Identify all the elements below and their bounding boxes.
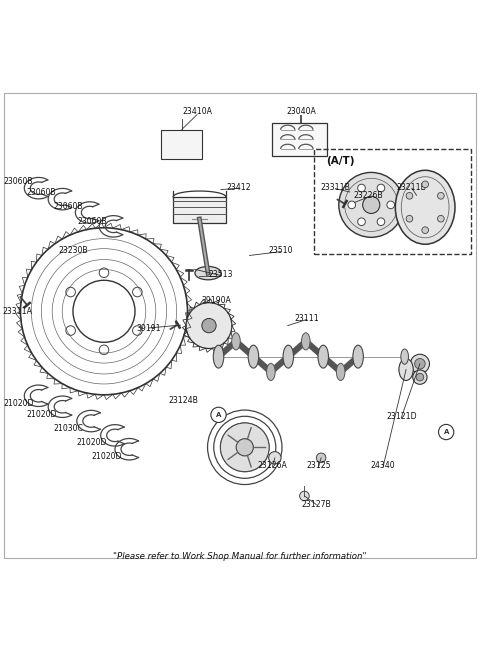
- Circle shape: [438, 215, 444, 222]
- Circle shape: [413, 370, 427, 384]
- Ellipse shape: [266, 363, 275, 380]
- Text: 23230B: 23230B: [58, 246, 88, 255]
- Circle shape: [300, 491, 309, 501]
- Text: 21030C: 21030C: [53, 424, 83, 433]
- Circle shape: [348, 201, 356, 209]
- Bar: [173, 197, 226, 223]
- Text: 39191: 39191: [136, 325, 161, 333]
- Text: 23311A: 23311A: [2, 307, 32, 316]
- Circle shape: [211, 407, 226, 422]
- Text: 23127B: 23127B: [301, 500, 331, 508]
- Text: 23410A: 23410A: [182, 108, 212, 116]
- Text: 23060B: 23060B: [27, 188, 56, 197]
- Text: 23124B: 23124B: [169, 396, 199, 405]
- Ellipse shape: [399, 359, 413, 380]
- Circle shape: [377, 218, 385, 226]
- Circle shape: [410, 354, 430, 373]
- Ellipse shape: [396, 171, 455, 244]
- Circle shape: [339, 173, 404, 237]
- Text: A: A: [216, 412, 221, 418]
- Text: (A/T): (A/T): [326, 156, 354, 166]
- Circle shape: [220, 423, 269, 472]
- Circle shape: [415, 359, 425, 369]
- Ellipse shape: [232, 333, 240, 350]
- Text: 21020D: 21020D: [4, 399, 34, 408]
- Text: 23111: 23111: [294, 314, 319, 323]
- Ellipse shape: [353, 345, 363, 368]
- Text: 23121D: 23121D: [386, 412, 417, 420]
- Circle shape: [377, 184, 385, 192]
- Ellipse shape: [301, 333, 310, 350]
- Circle shape: [422, 181, 429, 188]
- Circle shape: [422, 227, 429, 234]
- Circle shape: [269, 451, 281, 464]
- Text: 23040A: 23040A: [286, 108, 316, 116]
- Text: 23125: 23125: [307, 461, 331, 470]
- Text: 23126A: 23126A: [258, 461, 288, 470]
- Ellipse shape: [401, 349, 408, 364]
- Text: 23060B: 23060B: [78, 216, 108, 226]
- Text: 23226B: 23226B: [353, 191, 383, 200]
- Text: 24340: 24340: [371, 461, 396, 470]
- Circle shape: [363, 196, 380, 213]
- Circle shape: [202, 318, 216, 333]
- Ellipse shape: [248, 345, 259, 368]
- Text: A: A: [444, 429, 449, 435]
- Circle shape: [439, 424, 454, 440]
- Circle shape: [416, 373, 424, 381]
- Text: 21020D: 21020D: [27, 411, 57, 419]
- Bar: [314, 149, 471, 254]
- Text: 23311B: 23311B: [321, 183, 350, 192]
- Text: 23211B: 23211B: [397, 183, 427, 192]
- Circle shape: [406, 192, 413, 199]
- Circle shape: [358, 218, 365, 226]
- Ellipse shape: [336, 363, 345, 380]
- Circle shape: [406, 215, 413, 222]
- Circle shape: [358, 184, 365, 192]
- Ellipse shape: [318, 345, 328, 368]
- Ellipse shape: [195, 266, 221, 280]
- Circle shape: [438, 192, 444, 199]
- Text: 23510: 23510: [268, 246, 293, 255]
- Text: 23412: 23412: [227, 183, 252, 192]
- Ellipse shape: [213, 345, 224, 368]
- Ellipse shape: [283, 345, 294, 368]
- Text: "Please refer to Work Shop Manual for further information": "Please refer to Work Shop Manual for fu…: [113, 552, 367, 561]
- Circle shape: [186, 302, 232, 348]
- Text: 21020D: 21020D: [91, 452, 121, 461]
- Text: 21020D: 21020D: [77, 438, 108, 447]
- Circle shape: [387, 201, 395, 209]
- Bar: [161, 130, 202, 159]
- Text: 23060B: 23060B: [4, 178, 34, 186]
- Text: 23513: 23513: [209, 270, 233, 279]
- Circle shape: [316, 453, 326, 462]
- Text: 23060B: 23060B: [54, 202, 84, 211]
- Circle shape: [236, 439, 253, 456]
- Bar: [272, 123, 327, 156]
- Text: 39190A: 39190A: [201, 296, 231, 305]
